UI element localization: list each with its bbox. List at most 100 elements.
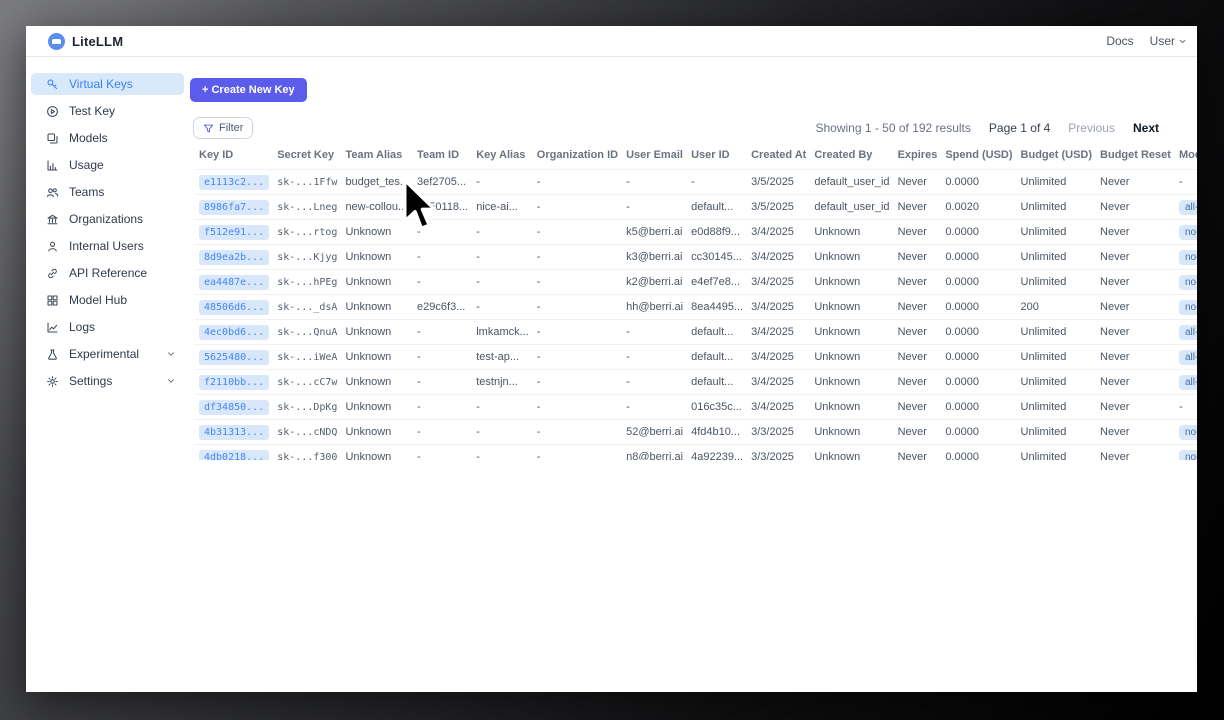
table-cell: k3@berri.ai (622, 244, 688, 270)
sidebar-item-label: Usage (69, 158, 104, 172)
user-menu[interactable]: User (1150, 34, 1187, 48)
table-cell: - (472, 394, 533, 420)
table-cell: 48506d6... (195, 294, 274, 320)
table-row[interactable]: 8d9ea2b... sk-...Kjyg Unknown - - - k3@berri.a… (195, 244, 1197, 270)
next-page-button[interactable]: Next (1132, 121, 1159, 135)
table-cell: Never (1096, 294, 1175, 320)
key-id-chip[interactable]: f2110bb... (199, 374, 270, 390)
table-cell: Never (1096, 344, 1175, 370)
table-row[interactable]: 5625480... sk-...iWeA Unknown - test-ap... - -… (195, 344, 1197, 370)
table-cell: - (532, 294, 623, 320)
table-cell: Unlimited (1016, 219, 1097, 245)
filter-funnel-icon (203, 123, 214, 134)
sidebar-item-api-reference[interactable]: API Reference (31, 262, 184, 284)
models-badge: no-default (1178, 299, 1197, 315)
table-cell: 3ef2705... (413, 169, 473, 195)
previous-page-button[interactable]: Previous (1068, 121, 1115, 135)
key-id-chip[interactable]: df34850... (199, 399, 270, 415)
table-cell: 0.0000 (941, 319, 1017, 345)
key-id-chip[interactable]: 4db0218... (199, 449, 270, 460)
key-id-chip[interactable]: 4b31313... (199, 424, 270, 440)
table-cell: Unknown (810, 394, 894, 420)
models-badge: all-team-m (1178, 324, 1197, 340)
docs-link[interactable]: Docs (1106, 34, 1134, 48)
column-header-secret-key: Secret Key (277, 149, 335, 161)
sidebar-item-virtual-keys[interactable]: Virtual Keys (31, 73, 184, 95)
sidebar-item-internal-users[interactable]: Internal Users (31, 235, 184, 257)
models-badge: all-team-m (1178, 374, 1197, 390)
table-cell: 0.0000 (941, 344, 1017, 370)
sidebar-item-logs[interactable]: Logs (31, 316, 184, 338)
table-cell: f512e91... (195, 219, 274, 245)
table-row[interactable]: f2110bb... sk-...cC7w Unknown - testnjn... - -… (195, 369, 1197, 395)
key-id-chip[interactable]: 8986fa7... (199, 199, 270, 215)
table-cell: Never (893, 419, 942, 445)
table-row[interactable]: 4ec0bd6... sk-...QnuA Unknown - lmkamck... - -… (195, 319, 1197, 345)
table-row[interactable]: ea4487e... sk-...hPEg Unknown - - - k2@berri.a… (195, 269, 1197, 295)
table-cell: hh@berri.ai (622, 294, 688, 320)
table-row[interactable]: 48506d6... sk-..._dsA Unknown e29c6f3... - - h… (195, 294, 1197, 320)
table-cell: Never (893, 344, 942, 370)
table-cell: no-default (1174, 269, 1197, 295)
table-cell: - (532, 194, 623, 220)
bar-chart-icon (46, 159, 59, 172)
table-cell: 3/3/2025 (747, 444, 811, 460)
table-row[interactable]: df34850... sk-...DpKg Unknown - - - -016c35c..… (195, 394, 1197, 420)
table-cell: Unknown (341, 319, 414, 345)
create-new-key-button[interactable]: + Create New Key (190, 78, 307, 102)
sidebar-item-experimental[interactable]: Experimental (31, 343, 184, 365)
key-id-chip[interactable]: 8d9ea2b... (199, 249, 270, 265)
chevron-down-icon (166, 349, 176, 359)
keys-table-container[interactable]: Key ID Secret Key Team Alias Team ID Key Ali… (195, 145, 1197, 460)
table-cell: - (1174, 394, 1197, 420)
table-cell: 3/4/2025 (747, 319, 811, 345)
table-row[interactable]: e1113c2... sk-...1Ffw budget_tes... 3ef2705… (195, 169, 1197, 195)
table-cell: Never (893, 394, 942, 420)
table-row[interactable]: 4b31313... sk-...cNDQ Unknown - - -52@berri.a… (195, 419, 1197, 445)
sidebar-item-label: Model Hub (69, 293, 128, 307)
table-cell: Unlimited (1016, 194, 1097, 220)
table-cell: sk-...DpKg (273, 394, 342, 420)
column-header-key-alias: Key Alias (476, 149, 526, 161)
key-id-chip[interactable]: 4ec0bd6... (199, 324, 270, 340)
table-cell: default... (687, 344, 748, 370)
sidebar-item-test-key[interactable]: Test Key (31, 100, 184, 122)
sidebar-item-label: Test Key (69, 104, 116, 118)
table-row[interactable]: 8986fa7... sk-...Lneg new-collou... a550118… (195, 194, 1197, 220)
table-row[interactable]: 4db0218... sk-...f300 Unknown - - - n8@berri.a… (195, 444, 1197, 460)
table-cell: 3/4/2025 (747, 344, 811, 370)
table-cell: - (1174, 169, 1197, 195)
key-id-chip[interactable]: 5625480... (199, 349, 270, 365)
litellm-logo[interactable]: LiteLLM (48, 32, 124, 50)
table-cell: 0.0000 (941, 219, 1017, 245)
table-cell: 5625480... (195, 344, 274, 370)
column-header-models: Models (1178, 149, 1197, 161)
sidebar-item-model-hub[interactable]: Model Hub (31, 289, 184, 311)
table-cell: - (413, 219, 473, 245)
table-cell: 0.0020 (941, 194, 1017, 220)
models-badge: all-team-m (1178, 349, 1197, 365)
table-cell: lmkamck... (472, 319, 533, 345)
column-header-created-by: Created By (814, 149, 873, 161)
brand-name: LiteLLM (72, 33, 124, 49)
table-cell: 4a92239... (687, 444, 748, 460)
table-cell: - (622, 194, 688, 220)
table-cell: 8d9ea2b... (195, 244, 274, 270)
table-cell: no-default (1174, 244, 1197, 270)
sidebar-item-organizations[interactable]: Organizations (31, 208, 184, 230)
key-id-chip[interactable]: f512e91... (199, 224, 270, 240)
filter-button[interactable]: Filter (193, 117, 254, 139)
table-row[interactable]: f512e91... sk-...rtog Unknown - - - k5@berri.a… (195, 219, 1197, 245)
table-cell: 4b31313... (195, 419, 274, 445)
table-cell: - (532, 369, 623, 395)
sidebar-item-settings[interactable]: Settings (31, 370, 184, 392)
sidebar-item-usage[interactable]: Usage (31, 154, 184, 176)
sidebar-item-teams[interactable]: Teams (31, 181, 184, 203)
table-cell: all-team-m (1174, 194, 1197, 220)
key-id-chip[interactable]: 48506d6... (199, 299, 270, 315)
table-cell: e4ef7e8... (687, 269, 748, 295)
sidebar-item-models[interactable]: Models (31, 127, 184, 149)
key-id-chip[interactable]: e1113c2... (199, 174, 270, 190)
key-id-chip[interactable]: ea4487e... (199, 274, 270, 290)
table-cell: - (532, 244, 623, 270)
